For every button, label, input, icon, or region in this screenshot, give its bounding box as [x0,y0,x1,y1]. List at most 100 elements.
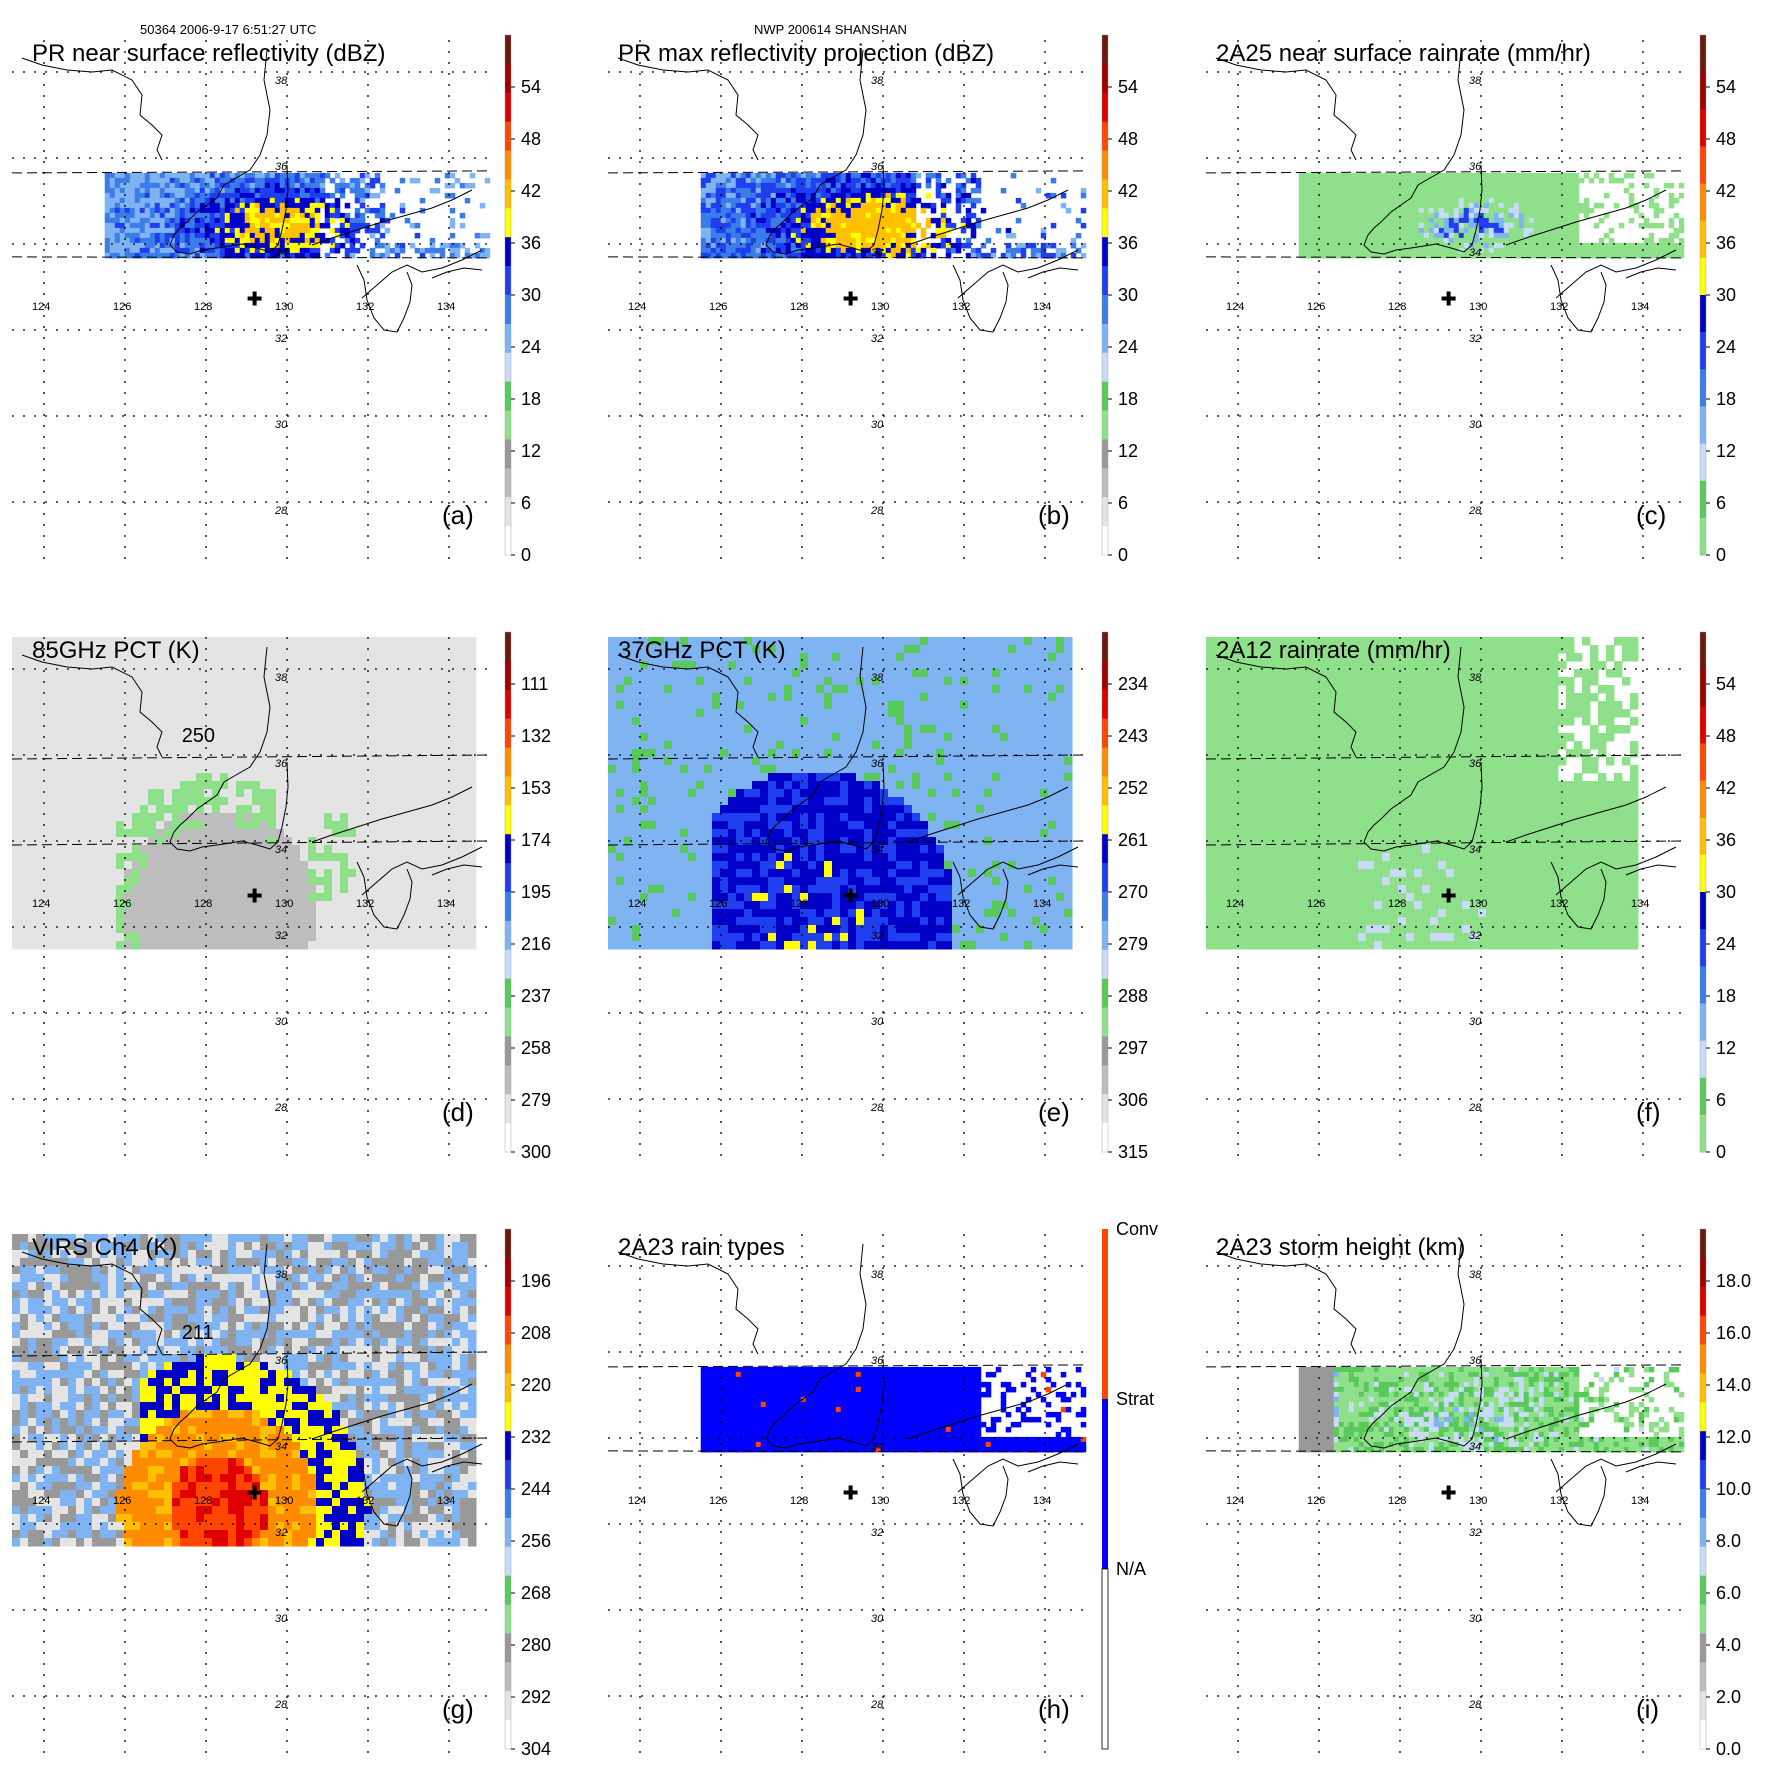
colorbar-tick-label: 315 [1118,1142,1148,1162]
colorbar-dbz: 54 48 42 36 30 24 18 12 6 0 [504,34,625,565]
storm-center-marker [1441,1485,1456,1500]
colorbar-tick-label: 42 [521,181,541,201]
colorbar-tick-label: 42 [1118,181,1138,201]
colorbar-tick-label: 256 [521,1531,551,1551]
lon-label: 128 [1388,1495,1406,1507]
colorbar-tick-label: 36 [1716,233,1736,253]
colorbar-tick-label: 0 [1716,1142,1726,1162]
panel-title: 2A12 rainrate (mm/hr) [1216,637,1451,664]
colorbar-tick-label: 18.0 [1716,1271,1751,1291]
lat-label: 32 [871,930,883,942]
colorbar-tick-label: 30 [1716,285,1736,305]
colorbar-tick-label: 24 [521,337,541,357]
panel-label: (g) [442,1694,474,1724]
graticule: 124 126 128 130 132 134 38 36 34 32 30 28 [12,40,492,560]
lon-label: 134 [1033,1495,1051,1507]
lon-label: 124 [32,1495,50,1507]
lat-label: 36 [871,1355,884,1367]
colorbar-tick-label: 24 [1716,934,1736,954]
lat-label: 34 [275,1441,287,1453]
colorbar-ir: 196 208 220 232 244 256 268 280 292 304 [504,1228,625,1759]
field-layer [11,637,493,950]
lat-label: 30 [871,1016,884,1028]
colorbar-tick-label: 2.0 [1716,1687,1741,1707]
lon-label: 126 [709,898,727,910]
coastline-layer [21,49,483,333]
coastline-layer [617,1243,1079,1527]
colorbar-tick-label: 268 [521,1583,551,1603]
lon-label: 130 [275,898,293,910]
lat-label: 38 [275,75,288,87]
lat-label: 32 [275,1527,287,1539]
colorbar-tick-label: 4.0 [1716,1635,1741,1655]
colorbar-tick-label: 18 [1118,389,1138,409]
lat-label: 28 [1468,1699,1482,1711]
lat-label: 36 [1469,161,1482,173]
coastline-layer [21,646,483,930]
field-layer [607,637,1089,950]
map-panel-g: 124 126 128 130 132 134 38 36 34 32 30 28 211 VIRS Ch… [11,1234,493,1764]
graticule: 124 126 128 130 132 134 38 36 34 32 30 28 [1206,637,1686,1157]
lat-label: 34 [871,844,883,856]
colorbar-tick-label: 0 [1716,545,1726,565]
lon-label: 126 [1307,898,1325,910]
lon-label: 124 [628,301,646,313]
lon-label: 132 [952,898,970,910]
coastline-layer [617,646,1079,930]
lon-label: 130 [275,301,293,313]
lat-label: 28 [274,1102,288,1114]
lat-label: 38 [1469,1269,1482,1281]
graticule: 124 126 128 130 132 134 38 36 34 32 30 28 [608,1234,1088,1754]
lat-label: 28 [870,505,884,517]
storm-center-marker [247,291,262,306]
colorbar-tick-label: 48 [1716,129,1736,149]
colorbar-tick-label: 297 [1118,1038,1148,1058]
colorbar-tick-label: 54 [1716,674,1736,694]
panel-label: (d) [442,1097,474,1127]
colorbar-tick-label: 0 [1118,545,1128,565]
lat-label: 30 [275,419,288,431]
colorbar-types: Conv Strat N/A [1101,1219,1222,1759]
map-panel-f: 124 126 128 130 132 134 38 36 34 32 30 28 2A12 rainr… [1205,637,1687,1167]
panel-label: (e) [1038,1097,1070,1127]
colorbar-tick-label: 244 [521,1479,551,1499]
lat-label: 28 [1468,505,1482,517]
lon-label: 128 [790,898,808,910]
colorbar-tick-label: 174 [521,830,551,850]
colorbar-tick-label: 208 [521,1323,551,1343]
colorbar-tick-label: 304 [521,1739,551,1759]
panel-title: PR near surface reflectivity (dBZ) [32,40,386,67]
lat-label: 32 [1469,930,1481,942]
lon-label: 134 [1033,301,1051,313]
lat-label: 38 [871,672,884,684]
colorbar-tick-label: 216 [521,934,551,954]
colorbar-tick-label: 252 [1118,778,1148,798]
lon-label: 124 [628,898,646,910]
colorbar-tick-label: 12 [1716,441,1736,461]
colorbar-tick-label: 54 [1118,77,1138,97]
field-layer [607,170,1089,259]
colorbar-tick-label: 30 [1716,882,1736,902]
panel-title: 2A25 near surface rainrate (mm/hr) [1216,40,1591,67]
storm-center-marker [843,1485,858,1500]
lat-label: 36 [275,161,288,173]
graticule: 124 126 128 130 132 134 38 36 34 32 30 28 [1206,1234,1686,1754]
colorbar-tick-label: 42 [1716,181,1736,201]
lat-label: 30 [275,1613,288,1625]
lon-label: 126 [1307,1495,1325,1507]
colorbar-tick-label: 42 [1716,778,1736,798]
lon-label: 126 [113,898,131,910]
colorbar-tick-label: 195 [521,882,551,902]
lat-label: 30 [1469,1016,1482,1028]
field-layer [1205,637,1687,950]
colorbar-pct37: 234 243 252 261 270 279 288 297 306 315 [1101,631,1222,1162]
colorbar-tick-label: 132 [521,726,551,746]
lon-label: 134 [1631,1495,1649,1507]
panel-title: VIRS Ch4 (K) [32,1234,178,1261]
lon-label: 132 [356,301,374,313]
colorbar-label: Conv [1116,1219,1158,1239]
colorbar-tick-label: 111 [521,674,548,694]
lon-label: 134 [437,898,455,910]
lat-label: 38 [871,75,884,87]
contour-label: 250 [182,725,215,747]
